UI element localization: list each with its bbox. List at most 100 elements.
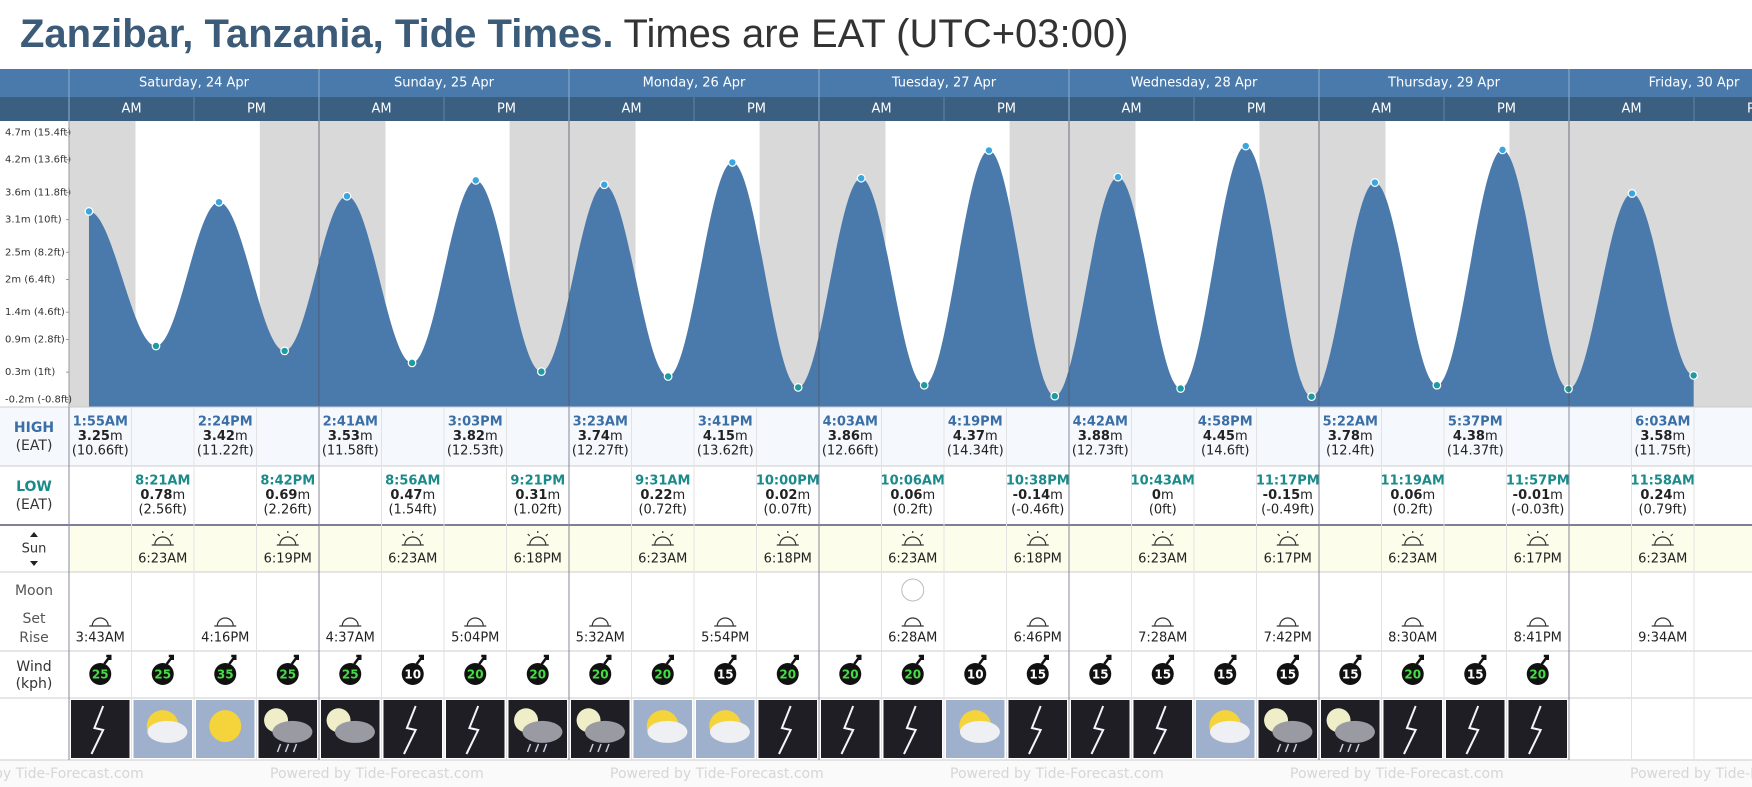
moon-icon: [339, 617, 362, 627]
wind-arrow: [1165, 654, 1174, 665]
half-label: AM: [1621, 102, 1641, 117]
height-value: 3.86: [828, 429, 860, 444]
wind-badge: [526, 663, 549, 685]
high-feet: (11.58ft): [322, 444, 379, 459]
title: Zanzibar, Tanzania, Tide Times. Times are…: [20, 12, 1128, 56]
half-label: PM: [997, 102, 1016, 117]
high-time: 3:03PM: [448, 415, 503, 430]
row-label: Wind: [16, 659, 51, 675]
height-unit: m: [297, 488, 310, 503]
wind-speed: 15: [1154, 668, 1171, 682]
wind-speed: 20: [529, 668, 546, 682]
height-unit: m: [235, 429, 248, 444]
wind-speed: 20: [592, 668, 609, 682]
high-time: 4:19PM: [948, 415, 1003, 430]
footer-credit: Powered by Tide-Forecast.com: [0, 766, 144, 782]
sun-time: 6:23AM: [388, 552, 437, 567]
moon-icon: [1526, 617, 1549, 627]
half-label: PM: [1497, 102, 1516, 117]
low-height: 0.06m: [890, 488, 935, 503]
row-label: LOW: [16, 479, 52, 495]
wind-speed: 15: [1092, 668, 1109, 682]
moon-icon: [1651, 617, 1674, 627]
sun-icon: [1276, 531, 1299, 546]
wind-speed: 20: [842, 668, 859, 682]
high-time: 2:41AM: [323, 415, 378, 430]
rain: [1339, 743, 1360, 753]
weather-icon: [821, 700, 880, 758]
wind-arrow: [1040, 654, 1049, 665]
weather-icon: [633, 700, 692, 758]
half-label: PM: [747, 102, 766, 117]
high-height: 4.38m: [1453, 429, 1498, 444]
lightning: [1028, 705, 1043, 755]
low-feet: (-0.46ft): [1011, 503, 1064, 518]
sun-time: 6:23AM: [138, 552, 187, 567]
height-value: 4.37: [953, 429, 985, 444]
high-bg: [0, 407, 1752, 466]
high-time: 3:41PM: [698, 415, 753, 430]
lightning: [1465, 705, 1480, 755]
wind-arrow: [1415, 654, 1424, 665]
high-feet: (12.73ft): [1072, 444, 1129, 459]
wind-arrow: [478, 654, 487, 665]
y-tick-label: 2m (6.4ft): [5, 275, 55, 286]
high-height: 3.78m: [1328, 429, 1373, 444]
day-name: Friday, 30 Apr: [1649, 76, 1740, 91]
row-label: Moon: [15, 583, 53, 599]
wind-arrow: [540, 654, 549, 665]
sun-icon: [1026, 531, 1049, 546]
height-value: 4.45: [1203, 429, 1235, 444]
height-value: 0.24: [1640, 488, 1672, 503]
height-value: -0.14: [1013, 488, 1050, 503]
sun-icon: [1151, 531, 1174, 546]
low-dot: [1176, 384, 1186, 393]
low-height: 0.69m: [265, 488, 310, 503]
y-tick-label: 3.6m (11.8ft): [5, 187, 71, 198]
low-height: 0.31m: [515, 488, 560, 503]
cloud: [1334, 720, 1375, 743]
moon-time: 7:42PM: [1264, 631, 1312, 646]
low-height: 0.78m: [140, 488, 185, 503]
wind-arrow: [103, 654, 112, 665]
sun-icon: [651, 531, 674, 546]
sun-time: 6:18PM: [764, 552, 812, 567]
height-unit: m: [1110, 429, 1123, 444]
cloud: [647, 720, 688, 743]
high-dot: [1627, 189, 1637, 198]
height-value: 0.78: [140, 488, 172, 503]
weather-icon: [883, 700, 942, 758]
wind-badge: [714, 663, 737, 685]
cloud: [334, 720, 375, 743]
day-name: Wednesday, 28 Apr: [1131, 76, 1258, 91]
low-height: 0.47m: [390, 488, 435, 503]
wind-speed: 20: [467, 668, 484, 682]
low-time: 10:06AM: [881, 474, 945, 489]
wind-speed: 15: [717, 668, 734, 682]
footer-credit: Powered by Tide-Forecast.com: [1290, 766, 1504, 782]
height-value: 0.69: [265, 488, 297, 503]
low-dot: [663, 372, 673, 381]
half-label: AM: [871, 102, 891, 117]
high-time: 5:37PM: [1448, 415, 1503, 430]
moon-time: 6:46PM: [1014, 631, 1062, 646]
low-feet: (1.54ft): [388, 503, 437, 518]
half-label: PM: [497, 102, 516, 117]
high-feet: (14.37ft): [1447, 444, 1504, 459]
height-value: 3.58: [1640, 429, 1672, 444]
day-name: Saturday, 24 Apr: [139, 76, 250, 91]
footer-credit: Powered by Tide-Forecast.com: [270, 766, 484, 782]
low-time: 10:43AM: [1131, 474, 1195, 489]
low-dot: [151, 341, 161, 351]
header-bar: [0, 69, 1752, 97]
weather-icon: [71, 700, 130, 758]
low-height: -0.14m: [1013, 488, 1063, 503]
low-feet: (0ft): [1149, 503, 1177, 518]
height-value: 0.02: [765, 488, 797, 503]
wind-speed: 25: [154, 668, 171, 682]
day-name: Thursday, 29 Apr: [1387, 76, 1501, 91]
moon-time: 9:34AM: [1638, 631, 1687, 646]
weather-icon: [1321, 700, 1380, 758]
sun-icon: [1401, 531, 1424, 546]
low-feet: (0.2ft): [893, 503, 933, 518]
